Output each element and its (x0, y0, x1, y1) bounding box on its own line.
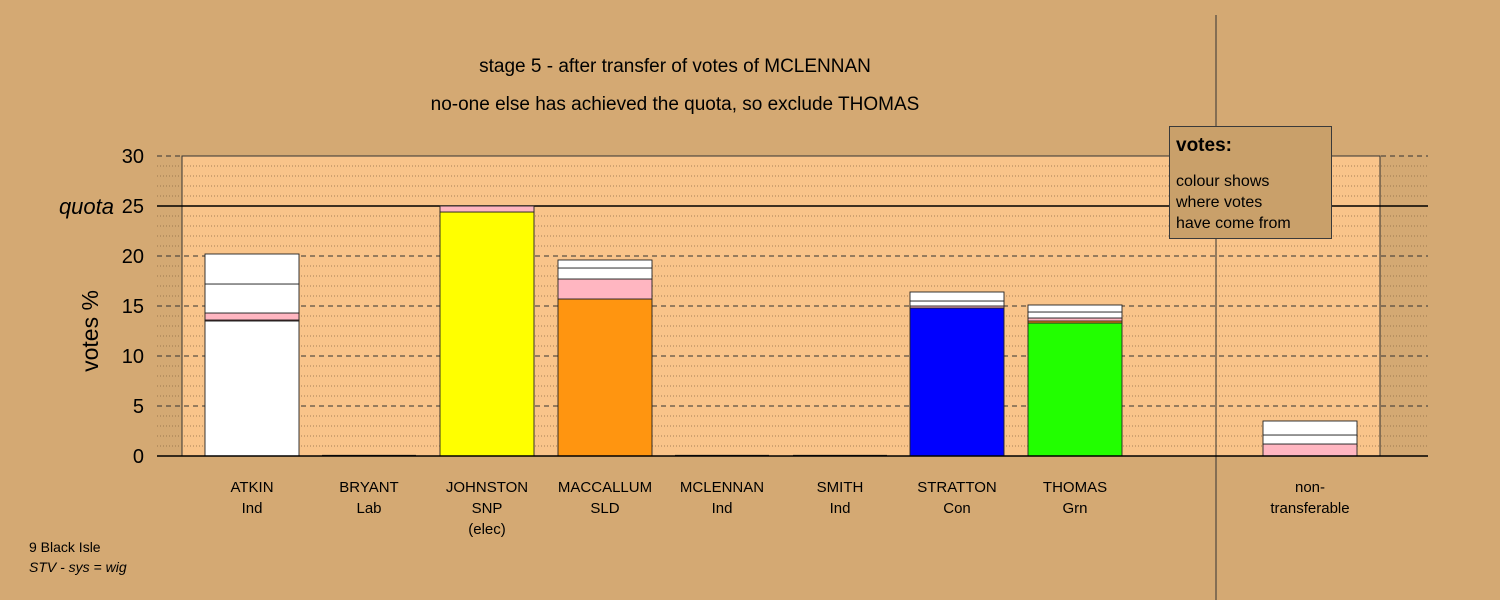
bar-segment (439, 211, 535, 457)
x-tick-label: STRATTON (917, 479, 996, 496)
bar-stack (1262, 420, 1358, 457)
bar-stack (204, 253, 300, 457)
x-tick-label: SLD (590, 500, 619, 517)
bar-segment (557, 267, 653, 280)
bar-segment (909, 291, 1005, 302)
x-tick-label: Ind (712, 500, 733, 517)
x-tick-label: Lab (356, 500, 381, 517)
x-tick-label: transferable (1270, 500, 1349, 517)
y-tick-label: 15 (122, 296, 144, 318)
chart-subtitle: no-one else has achieved the quota, so e… (431, 94, 920, 115)
constituency-label: 9 Black Isle (29, 539, 101, 555)
chart-title: stage 5 - after transfer of votes of MCL… (479, 56, 871, 77)
x-tick-label: THOMAS (1043, 479, 1107, 496)
x-tick-label: MACCALLUM (558, 479, 652, 496)
legend-line-3: have come from (1176, 215, 1291, 232)
x-tick-label: Con (943, 500, 971, 517)
legend-line-2: where votes (1176, 194, 1263, 211)
legend-title: votes: (1176, 135, 1232, 156)
bar-stack (1027, 304, 1123, 457)
y-axis-ticks: 0 5 10 15 20 25 30 (122, 146, 144, 468)
bar-segment (1262, 443, 1358, 457)
x-tick-label: JOHNSTON (446, 479, 528, 496)
bar-stack (557, 259, 653, 457)
bar-segment (909, 307, 1005, 457)
x-tick-label: SNP (472, 500, 503, 517)
y-axis-label: votes % (77, 290, 103, 372)
x-tick-label: (elec) (468, 521, 506, 538)
y-tick-label: 20 (122, 246, 144, 268)
bar-segment (439, 205, 535, 213)
bars (157, 205, 1428, 457)
x-tick-label: BRYANT (339, 479, 398, 496)
bar-stack (439, 205, 535, 457)
legend-box: votes: colour shows where votes have com… (1169, 126, 1332, 239)
bar-segment (909, 300, 1005, 307)
y-tick-label: 0 (133, 446, 144, 468)
x-tick-label: Ind (242, 500, 263, 517)
bar-segment (557, 259, 653, 269)
bar-segment (204, 312, 300, 321)
bar-segment (557, 278, 653, 300)
quota-label: quota (59, 194, 114, 219)
y-tick-label: 25 (122, 196, 144, 218)
y-tick-label: 10 (122, 346, 144, 368)
y-tick-label: 5 (133, 396, 144, 418)
bar-segment (1027, 311, 1123, 319)
bar-segment (557, 298, 653, 457)
y-tick-label: 30 (122, 146, 144, 168)
bar-segment (1027, 317, 1123, 322)
system-label: STV - sys = wig (29, 559, 127, 575)
x-tick-label: SMITH (817, 479, 864, 496)
x-tick-label: non- (1295, 479, 1325, 496)
x-tick-label: Ind (830, 500, 851, 517)
x-tick-label: ATKIN (230, 479, 273, 496)
bar-segment (1027, 304, 1123, 313)
x-axis-labels: ATKIN Ind BRYANT Lab JOHNSTON SNP (elec) MACCAL… (230, 479, 1349, 538)
bar-stack (909, 291, 1005, 457)
x-tick-label: MCLENNAN (680, 479, 764, 496)
bar-segment (1262, 420, 1358, 436)
legend-line-1: colour shows (1176, 173, 1270, 190)
bar-segment (204, 320, 300, 457)
x-tick-label: Grn (1062, 500, 1087, 517)
bar-segment (204, 283, 300, 314)
bar-segment (204, 253, 300, 285)
bar-segment (1262, 434, 1358, 445)
bar-segment (1027, 322, 1123, 457)
